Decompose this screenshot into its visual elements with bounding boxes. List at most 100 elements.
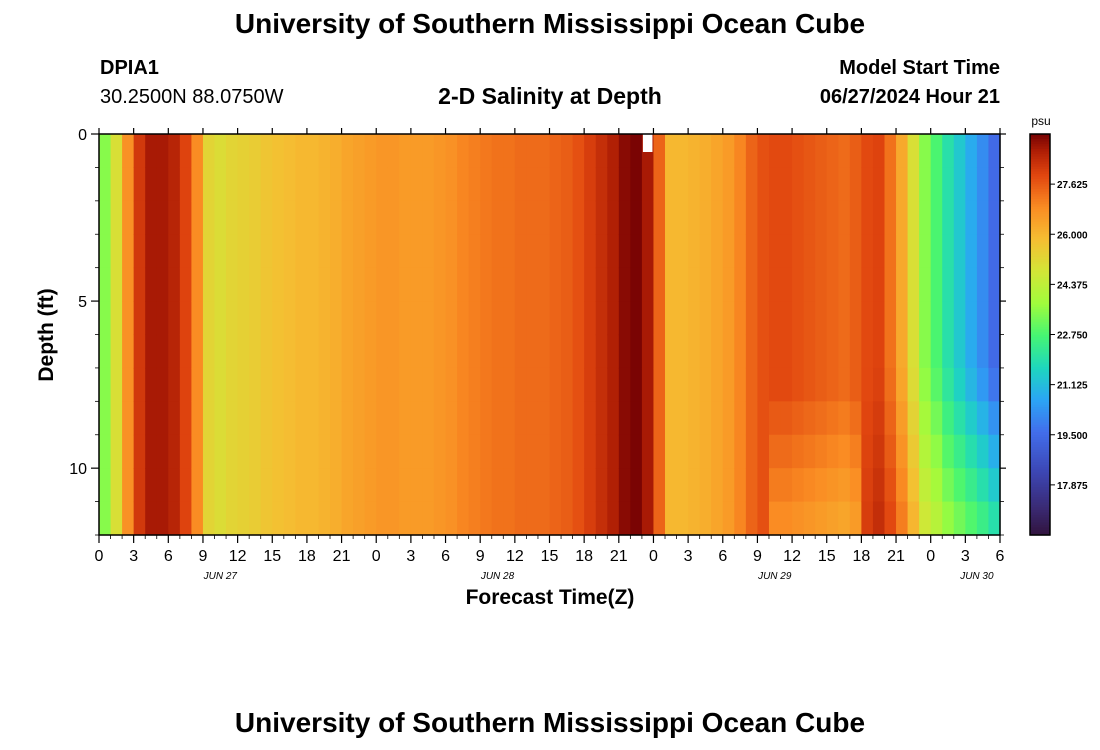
heatmap-cell [422, 434, 435, 469]
colorbar-segment [1030, 191, 1050, 195]
heatmap-cell [503, 468, 516, 503]
heatmap-cell [572, 501, 585, 536]
heatmap-cell [283, 200, 296, 235]
heatmap-cell [433, 334, 447, 369]
heatmap-cell [653, 367, 666, 402]
colorbar-segment [1030, 269, 1050, 273]
heatmap-cell [792, 334, 805, 369]
heatmap-cell [838, 267, 851, 302]
heatmap-cell [330, 401, 343, 436]
heatmap-cell [815, 134, 828, 169]
heatmap-cell [226, 334, 239, 369]
heatmap-cell [249, 434, 262, 469]
footer-title: University of Southern Mississippi Ocean… [234, 707, 866, 738]
heatmap-cell [976, 200, 990, 235]
heatmap-cell [861, 401, 874, 436]
heatmap-cell [214, 367, 227, 402]
colorbar-segment [1030, 392, 1050, 396]
heatmap-cell [630, 200, 643, 235]
heatmap-cell [872, 367, 886, 402]
heatmap-cell [330, 234, 343, 269]
heatmap-cell [156, 367, 169, 402]
heatmap-cell [202, 501, 216, 536]
heatmap-cell [283, 267, 296, 302]
heatmap-cell [572, 301, 585, 336]
heatmap-cell [364, 267, 377, 302]
heatmap-cell [480, 167, 493, 202]
heatmap-cell [849, 301, 862, 336]
heatmap-cell [433, 301, 447, 336]
heatmap-cell [249, 401, 262, 436]
heatmap-cell [249, 501, 262, 536]
heatmap-cell [607, 401, 620, 436]
heatmap-cell [826, 468, 839, 503]
heatmap-cell [491, 401, 504, 436]
x-tick-label: 6 [164, 548, 173, 565]
colorbar-segment [1030, 314, 1050, 318]
colorbar-segment [1030, 452, 1050, 456]
heatmap-cell [815, 267, 828, 302]
heatmap-cell [99, 200, 112, 235]
heatmap-cell [907, 434, 920, 469]
colorbar-segment [1030, 529, 1050, 534]
heatmap-cell [930, 234, 943, 269]
heatmap-cell [722, 267, 735, 302]
heatmap-cell [110, 401, 123, 436]
heatmap-cell [711, 401, 724, 436]
heatmap-cell [561, 301, 574, 336]
colorbar-segment [1030, 311, 1050, 316]
colorbar-segment [1030, 474, 1050, 478]
heatmap-cell [757, 434, 770, 469]
heatmap-cell [168, 234, 181, 269]
heatmap-cell [468, 367, 481, 402]
colorbar-label: 22.750 [1057, 331, 1088, 342]
heatmap-cell [745, 301, 759, 336]
heatmap-cell [457, 501, 470, 536]
heatmap-cell [861, 267, 874, 302]
heatmap-cell [503, 200, 516, 235]
heatmap-cell [272, 401, 285, 436]
heatmap-cell [399, 401, 412, 436]
heatmap-cell [676, 501, 689, 536]
heatmap-cell [665, 267, 678, 302]
colorbar-segment [1030, 364, 1050, 368]
heatmap-cell [249, 367, 262, 402]
heatmap-cell [584, 301, 597, 336]
heatmap-cell [387, 434, 400, 469]
colorbar-segment [1030, 304, 1050, 308]
heatmap-cell [561, 334, 574, 369]
heatmap-cell [364, 334, 377, 369]
heatmap-cell [641, 434, 655, 469]
heatmap-cell [665, 401, 678, 436]
heatmap-cell [399, 267, 412, 302]
heatmap-cell [341, 501, 354, 536]
heatmap-cell [283, 234, 296, 269]
heatmap-cell [260, 134, 273, 169]
heatmap-cell [826, 134, 839, 169]
station-coordinates: 30.2500N 88.0750W [100, 86, 284, 108]
colorbar-unit: psu [1031, 114, 1050, 128]
heatmap-cell [480, 234, 493, 269]
heatmap-cell [561, 434, 574, 469]
heatmap-cell [433, 501, 447, 536]
heatmap-cell [792, 434, 805, 469]
colorbar-segment [1030, 484, 1050, 488]
heatmap-cell [283, 501, 296, 536]
heatmap-cell [768, 334, 782, 369]
heatmap-cell [884, 367, 897, 402]
heatmap-cell [318, 367, 331, 402]
heatmap-cell [387, 334, 400, 369]
heatmap-cell [584, 468, 597, 503]
colorbar-segment [1030, 139, 1050, 143]
heatmap-cell [133, 501, 146, 536]
heatmap-cell [526, 501, 539, 536]
heatmap-cell [353, 167, 366, 202]
heatmap-cell [387, 234, 400, 269]
heatmap-cell [468, 267, 481, 302]
colorbar-segment [1030, 354, 1050, 358]
heatmap-cell [387, 200, 400, 235]
heatmap-cell [537, 367, 551, 402]
colorbar-segment [1030, 196, 1050, 200]
heatmap-cell [514, 334, 527, 369]
heatmap-cell [815, 334, 828, 369]
